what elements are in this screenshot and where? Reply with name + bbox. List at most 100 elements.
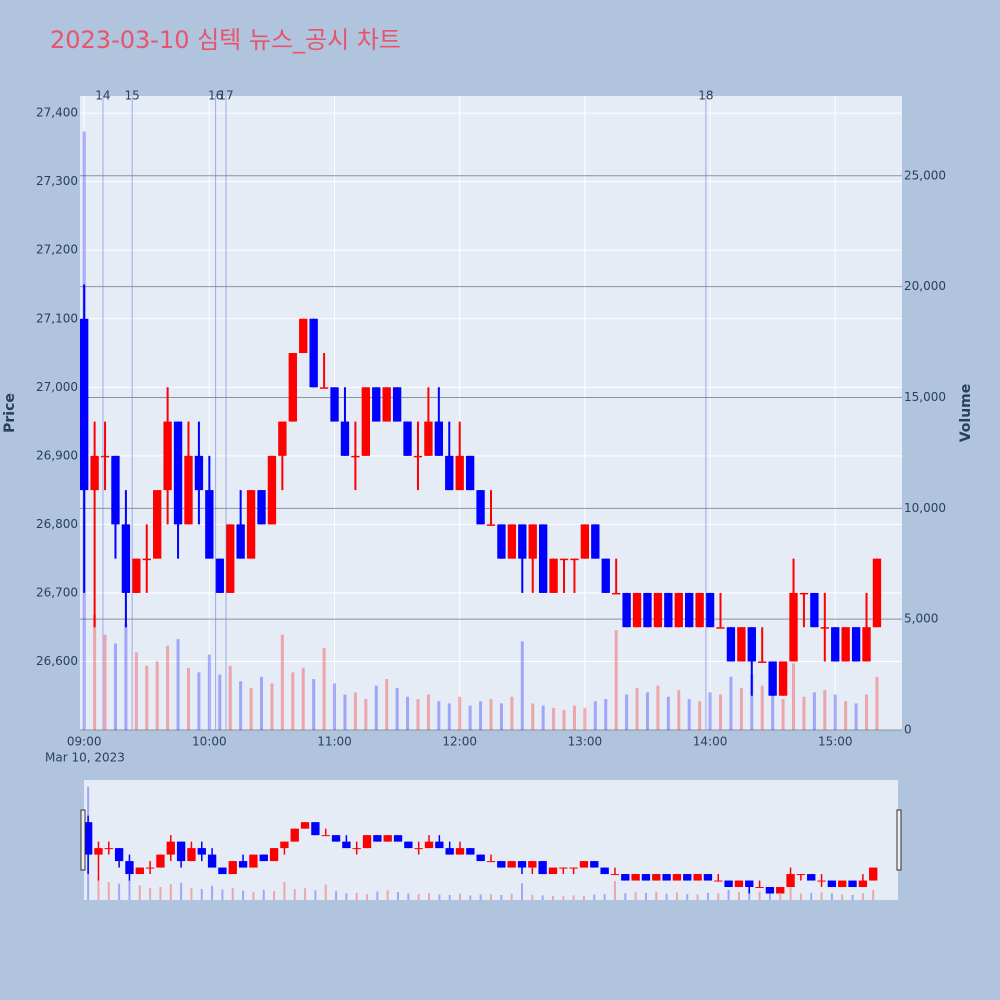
range-slider[interactable] <box>84 780 898 900</box>
mini-candle-body <box>94 848 103 855</box>
candle-body <box>862 627 871 662</box>
candle-body <box>205 490 214 559</box>
mini-volume-bar <box>221 889 224 900</box>
mini-volume-bar <box>737 892 740 900</box>
candle-body <box>778 661 788 696</box>
volume-bar <box>301 667 305 730</box>
mini-volume-bar <box>520 883 523 900</box>
mini-volume-bar <box>851 894 854 900</box>
mini-candle-body <box>548 867 558 875</box>
volume-bar <box>103 634 107 730</box>
candle-body <box>226 524 235 593</box>
mini-candle-body <box>207 854 217 868</box>
volume-bar <box>875 676 879 730</box>
candle-body <box>142 558 151 561</box>
volume-bar <box>260 676 264 730</box>
volume-bar <box>134 652 138 730</box>
x-tick-label: 11:00 <box>317 735 352 749</box>
candle-body <box>674 592 683 628</box>
mini-volume-bar <box>242 890 245 900</box>
mini-volume-bar <box>644 892 647 900</box>
mini-volume-bar <box>273 891 276 900</box>
mini-candle-body <box>631 874 640 881</box>
volume-bar <box>93 614 97 730</box>
volume-bar <box>593 701 597 730</box>
volume-bar <box>406 696 410 730</box>
candle-body <box>465 455 475 491</box>
mini-volume-bar <box>149 887 152 900</box>
mini-candle-body <box>528 861 537 868</box>
mini-volume-bar <box>789 887 792 900</box>
volume-bar <box>145 665 149 730</box>
mini-volume-bar <box>510 893 513 900</box>
news-label: 18 <box>698 89 713 103</box>
mini-volume-bar <box>572 895 575 900</box>
volume-bar <box>458 696 462 730</box>
candle-body <box>872 558 882 628</box>
volume-bar <box>604 698 608 730</box>
mini-volume-bar <box>304 888 307 900</box>
mini-volume-bar <box>159 886 162 900</box>
volume-bar <box>844 701 848 730</box>
candle-body <box>455 455 464 491</box>
candle-body <box>507 524 517 559</box>
mini-volume-bar <box>386 890 389 900</box>
volume-bar <box>489 698 493 730</box>
mini-candle-body <box>786 874 795 888</box>
x-tick-label: 09:00 <box>67 735 102 749</box>
volume-bar <box>447 703 451 730</box>
mini-candle-body <box>755 887 764 889</box>
mini-candle-body <box>869 867 878 881</box>
mini-candle-body <box>228 861 237 875</box>
volume-bar <box>552 707 556 730</box>
mini-volume-bar <box>200 889 203 900</box>
mini-candle-body <box>259 854 268 862</box>
mini-volume-bar <box>768 893 771 900</box>
volume-bar <box>531 703 535 730</box>
volume-bar <box>760 685 764 730</box>
mini-volume-bar <box>459 893 462 900</box>
candle-body <box>810 592 819 628</box>
mini-candle-body <box>424 841 434 849</box>
candle-body <box>215 558 224 593</box>
candle-body <box>246 490 256 559</box>
mini-volume-bar <box>107 881 110 900</box>
mini-volume-bar <box>231 887 234 900</box>
mini-candle-body <box>683 874 692 881</box>
mini-candle-body <box>125 861 134 875</box>
volume-bar <box>437 701 441 730</box>
mini-volume-bar <box>717 893 720 900</box>
mini-volume-bar <box>252 892 255 900</box>
mini-candle-body <box>176 841 186 862</box>
mini-candle-body <box>362 835 372 849</box>
mini-candle-body <box>300 822 310 829</box>
mini-volume-bar <box>438 894 441 900</box>
mini-candle-body <box>238 861 248 868</box>
candle-body <box>351 455 360 458</box>
y-tick-label: 26,700 <box>36 585 78 599</box>
y-tick-label: 27,100 <box>36 311 78 325</box>
candle-body <box>612 592 621 595</box>
volume-bar <box>468 705 472 730</box>
candle-body <box>518 524 527 559</box>
candle-body <box>768 661 777 696</box>
candle-body <box>392 387 402 422</box>
mini-candle-body <box>114 848 124 862</box>
mini-candle-body <box>507 861 516 868</box>
mini-volume-bar <box>758 891 761 900</box>
volume-bar <box>249 687 253 730</box>
candle-body <box>319 387 329 389</box>
mini-candle-body <box>280 841 289 849</box>
x-date-label: Mar 10, 2023 <box>45 751 125 765</box>
candle-body <box>299 318 308 354</box>
candle-body <box>476 490 485 525</box>
mini-volume-bar <box>634 892 637 900</box>
mini-volume-bar <box>366 894 369 900</box>
mini-volume-bar <box>355 892 358 900</box>
mini-candle-body <box>445 848 454 855</box>
mini-candle-body <box>579 861 589 868</box>
news-label: 15 <box>125 89 140 103</box>
candle-body <box>559 558 569 561</box>
candle-body <box>121 524 131 593</box>
